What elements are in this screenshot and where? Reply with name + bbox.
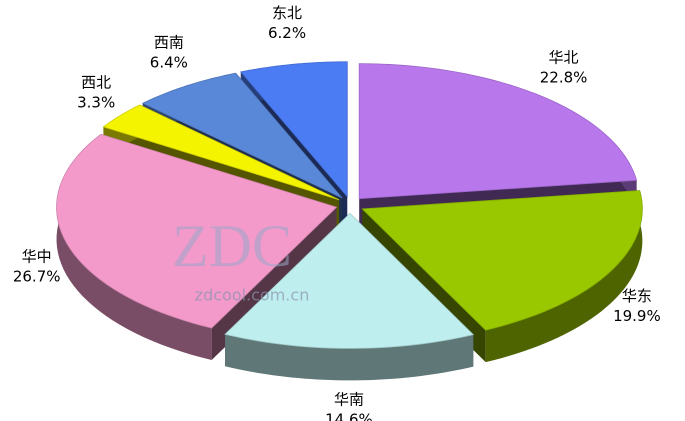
slice-label-name: 华中 xyxy=(22,247,52,265)
watermark-logo: ZDC xyxy=(172,213,292,279)
slice-label-name: 西南 xyxy=(154,34,184,52)
slice xyxy=(240,61,348,198)
slice-wall xyxy=(56,134,212,361)
watermark-url: zdcool.com.cn xyxy=(195,286,310,305)
slice-label-name: 华北 xyxy=(549,49,579,67)
pie xyxy=(56,61,643,381)
slice xyxy=(141,72,343,199)
slice-label-name: 华东 xyxy=(622,287,652,305)
slice-label-value: 6.4% xyxy=(150,54,188,72)
slice-label-value: 22.8% xyxy=(540,69,588,87)
slice-label-name: 华南 xyxy=(334,390,364,408)
slice-label-value: 6.2% xyxy=(268,24,306,42)
slice-label-name: 西北 xyxy=(81,74,111,92)
slice-wall xyxy=(225,334,474,381)
slice xyxy=(358,63,638,200)
slice xyxy=(56,133,338,329)
slice-label-value: 19.9% xyxy=(613,307,661,325)
slice-label-value: 3.3% xyxy=(77,94,115,112)
slice-label-name: 东北 xyxy=(272,4,302,22)
slice xyxy=(224,212,475,349)
slice-label-value: 14.6% xyxy=(325,410,373,421)
slice xyxy=(102,104,340,201)
slice-label-value: 26.7% xyxy=(13,267,61,285)
slice xyxy=(361,190,643,331)
